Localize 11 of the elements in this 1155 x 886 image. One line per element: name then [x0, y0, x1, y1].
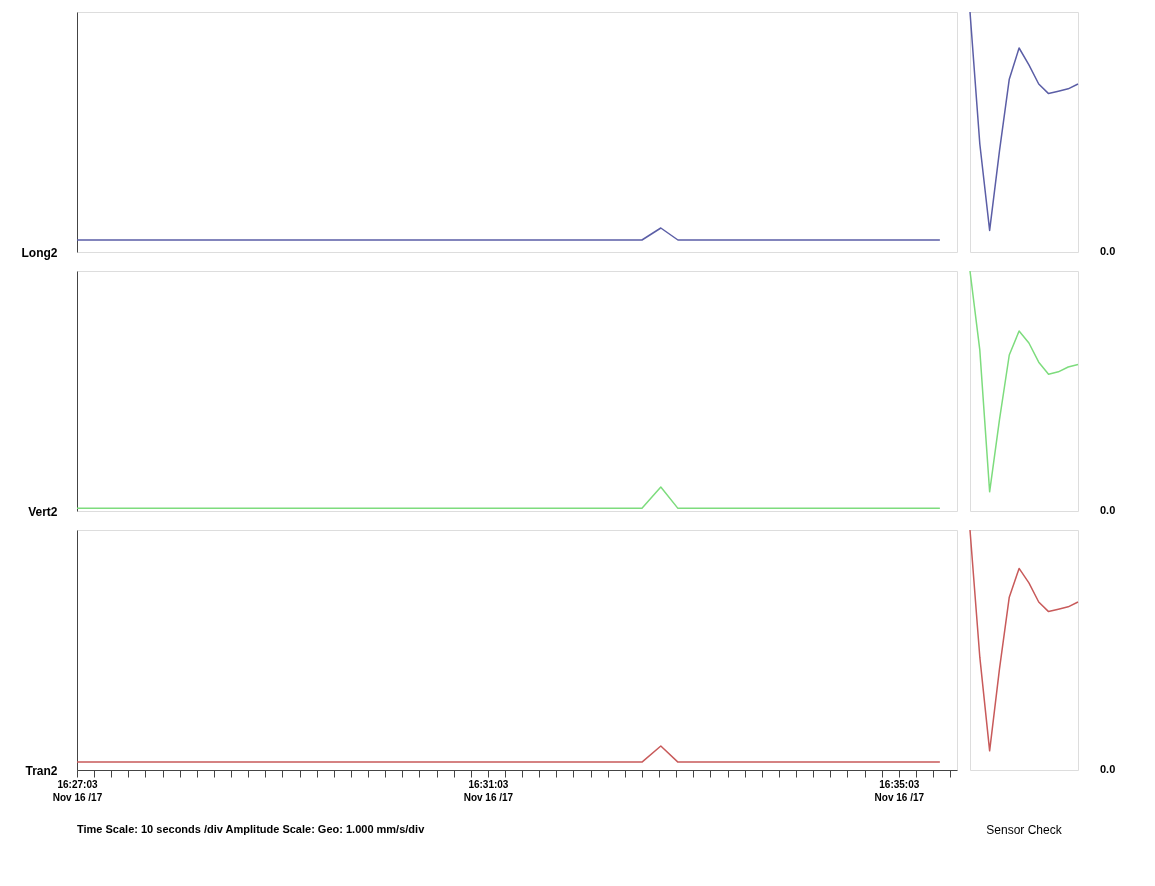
- x-axis-title: Sensor Check: [986, 823, 1063, 837]
- x-tick-label: 16:35:03 Nov 16 /17: [874, 778, 925, 803]
- text: Time Scale: 10 seconds /div Amplitude Scale: Geo: 1.000 mm/s/div: [77, 823, 426, 835]
- y-axis-title: Vert2: [28, 504, 58, 519]
- y-axis-title: Tran2: [25, 763, 58, 778]
- y-axis-title: Long2: [21, 245, 58, 260]
- text: 0.0: [1100, 245, 1116, 257]
- x-tick-label: 16:27:03 Nov 16 /17: [52, 778, 103, 803]
- x-tick-label: 16:31:03 Nov 16 /17: [463, 778, 514, 803]
- text: 0.0: [1100, 504, 1116, 516]
- text: 0.0: [1100, 763, 1116, 775]
